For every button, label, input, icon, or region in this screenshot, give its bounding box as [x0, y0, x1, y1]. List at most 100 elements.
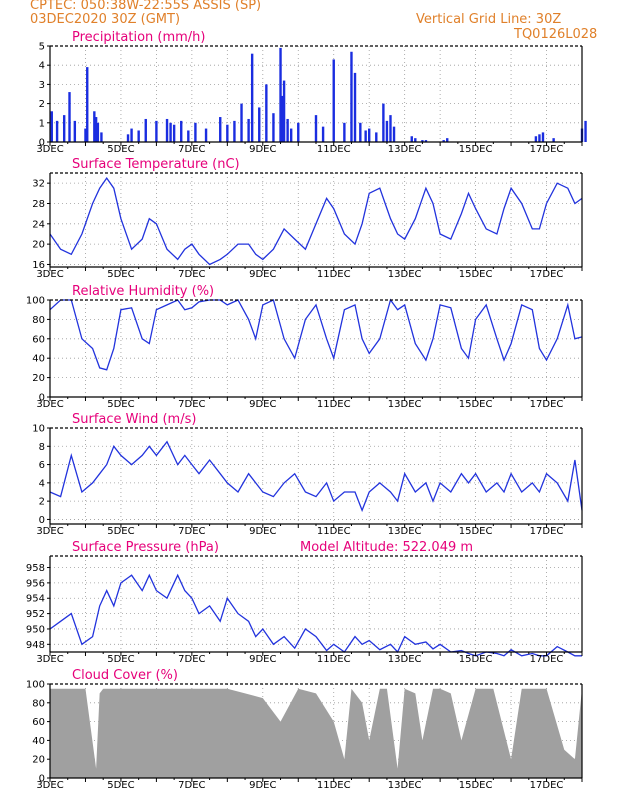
panel5-xtick-label: 3DEC	[36, 654, 63, 665]
panel3-xtick-label: 17DEC	[530, 399, 564, 410]
panel1-bar	[84, 128, 87, 142]
panel1-bar	[442, 140, 445, 142]
panel3-xtick-label: 3DEC	[36, 399, 63, 410]
panel2-xtick-label: 9DEC	[249, 269, 276, 280]
panel6-ytick-label: 80	[32, 698, 45, 709]
panel1-bar	[258, 107, 261, 142]
panel1-bar	[364, 130, 367, 142]
model-altitude-label: Model Altitude: 522.049 m	[300, 540, 473, 555]
panel2-ytick-label: 32	[32, 179, 45, 190]
panel1-xtick-label: 5DEC	[107, 144, 134, 155]
panel1-bar	[314, 115, 318, 142]
panel1-bar	[282, 80, 286, 142]
header-station: CPTEC: 050:38W-22:55S ASSIS (SP)	[30, 0, 262, 13]
panel1-bar	[204, 128, 208, 142]
panel4-xtick-label: 5DEC	[107, 526, 134, 537]
panel1-bar	[172, 124, 176, 142]
panel6-ytick-label: 20	[32, 755, 45, 766]
panel3-ytick-label: 0	[39, 393, 45, 404]
panel1-bar	[368, 128, 371, 142]
panel1-ytick-label: 2	[39, 99, 45, 110]
panel1-bar	[281, 95, 284, 142]
panel1-bar	[297, 122, 300, 142]
panel1-bar	[126, 134, 130, 142]
panel5-ytick-label: 952	[26, 609, 45, 620]
panel5-ytick-label: 958	[26, 563, 45, 574]
panel1-bar	[144, 118, 147, 142]
panel2-xtick-label: 11DEC	[317, 269, 351, 280]
panel5-title: Surface Pressure (hPa)	[72, 540, 219, 555]
panel1-bar	[187, 130, 190, 142]
panel1-bar	[389, 115, 392, 142]
panel6-xtick-label: 11DEC	[317, 780, 351, 791]
panel1-bar	[219, 117, 222, 142]
panel4-xtick-label: 11DEC	[317, 526, 351, 537]
panel3-series-line	[49, 298, 583, 371]
panel6-xtick-label: 17DEC	[530, 780, 564, 791]
panel4-xtick-label: 3DEC	[36, 526, 63, 537]
panel6-xtick-label: 15DEC	[459, 780, 493, 791]
panel1-bar	[233, 120, 236, 142]
panel1-bar	[100, 132, 103, 142]
panel2-series-line	[49, 176, 583, 266]
panel1-bar	[359, 122, 362, 142]
panel1-bar	[343, 122, 346, 142]
panel1-bar	[50, 111, 53, 142]
panel2-xtick-label: 15DEC	[459, 269, 493, 280]
panel1-bar	[96, 122, 100, 142]
panel1-ytick-label: 1	[39, 118, 45, 129]
panel1-bar	[321, 126, 325, 142]
panel4-xtick-label: 13DEC	[388, 526, 422, 537]
panel5-xtick-label: 5DEC	[107, 654, 134, 665]
panel1-xtick-label: 3DEC	[36, 144, 63, 155]
panel1-ytick-label: 5	[39, 42, 45, 53]
panel1-bar	[538, 134, 541, 142]
panel1-bar	[414, 138, 417, 142]
header-grid-line: Vertical Grid Line: 30Z	[416, 12, 562, 27]
panel2-xtick-label: 5DEC	[107, 269, 134, 280]
panel1-bar	[86, 67, 89, 142]
panel1-bar	[73, 120, 77, 142]
panel4-ytick-label: 6	[39, 460, 45, 471]
panel1-bar	[265, 84, 268, 142]
panel6-xtick-label: 5DEC	[107, 780, 134, 791]
panel4-ytick-label: 0	[39, 515, 45, 526]
panel3-xtick-label: 5DEC	[107, 399, 134, 410]
panel6-ytick-label: 100	[26, 680, 45, 691]
panel4-ytick-label: 10	[32, 424, 45, 435]
panel1-xtick-label: 7DEC	[178, 144, 205, 155]
panel1-bar	[584, 120, 587, 142]
panel4-ytick-label: 4	[39, 478, 45, 489]
panel5-xtick-label: 11DEC	[317, 654, 351, 665]
panel1-bar	[289, 128, 293, 142]
panel6-title: Cloud Cover (%)	[72, 668, 178, 683]
panel5-xtick-label: 17DEC	[530, 654, 564, 665]
panel2-xtick-label: 7DEC	[178, 269, 205, 280]
panel1-bar	[410, 136, 413, 142]
panel1-ytick-label: 4	[39, 61, 45, 72]
panel6-area	[50, 688, 582, 778]
panel1-xtick-label: 17DEC	[530, 144, 564, 155]
panel3-xtick-label: 15DEC	[459, 399, 493, 410]
panel5-xtick-label: 15DEC	[459, 654, 493, 665]
panel1-bar	[534, 136, 538, 142]
panel4-xtick-label: 7DEC	[178, 526, 205, 537]
panel1-bar	[332, 59, 335, 142]
panel6-xtick-label: 3DEC	[36, 780, 63, 791]
panel1-bar	[382, 103, 385, 142]
panel2-ytick-label: 20	[32, 240, 45, 251]
panel1-xtick-label: 11DEC	[317, 144, 351, 155]
panel4-xtick-label: 17DEC	[530, 526, 564, 537]
panel1-bar	[93, 111, 96, 142]
panel1-bar	[165, 118, 169, 142]
panel1-bar	[169, 122, 172, 142]
panel6-ytick-label: 40	[32, 736, 45, 747]
panel1-bar	[250, 53, 254, 142]
panel5-ytick-label: 954	[26, 594, 45, 605]
panel3-ytick-label: 40	[32, 354, 45, 365]
panel2-ytick-label: 24	[32, 219, 45, 230]
panel1-bar	[446, 138, 449, 142]
panel4-ytick-label: 2	[39, 497, 45, 508]
panel5-ytick-label: 948	[26, 640, 45, 651]
